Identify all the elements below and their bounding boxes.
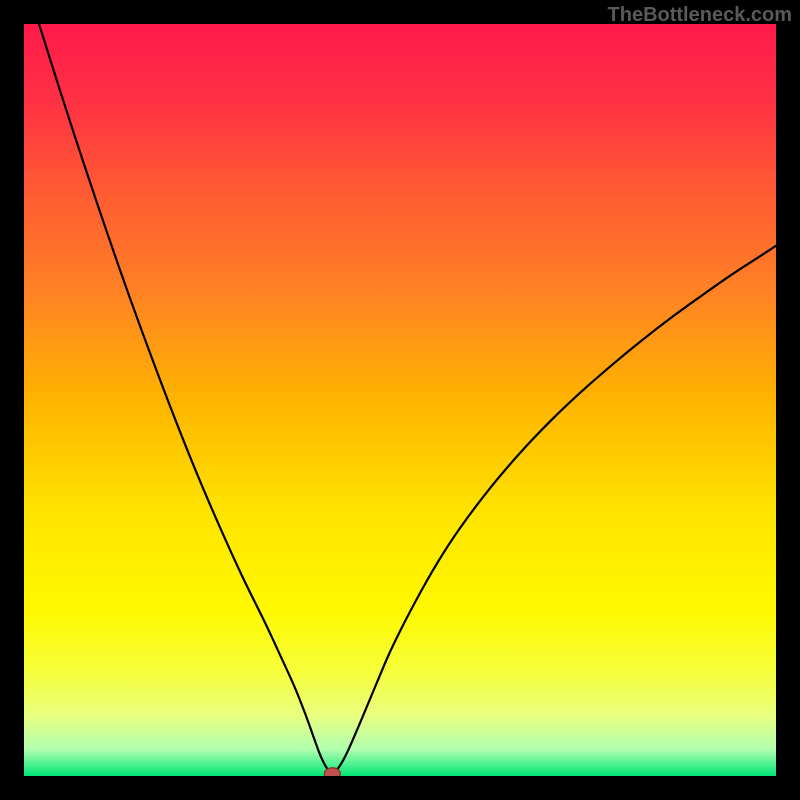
gradient-background — [24, 24, 776, 776]
plot-area — [24, 24, 776, 776]
watermark-label: TheBottleneck.com — [608, 4, 792, 27]
trough-marker — [324, 768, 340, 776]
plot-svg — [24, 24, 776, 776]
chart-container: TheBottleneck.com — [0, 0, 800, 800]
